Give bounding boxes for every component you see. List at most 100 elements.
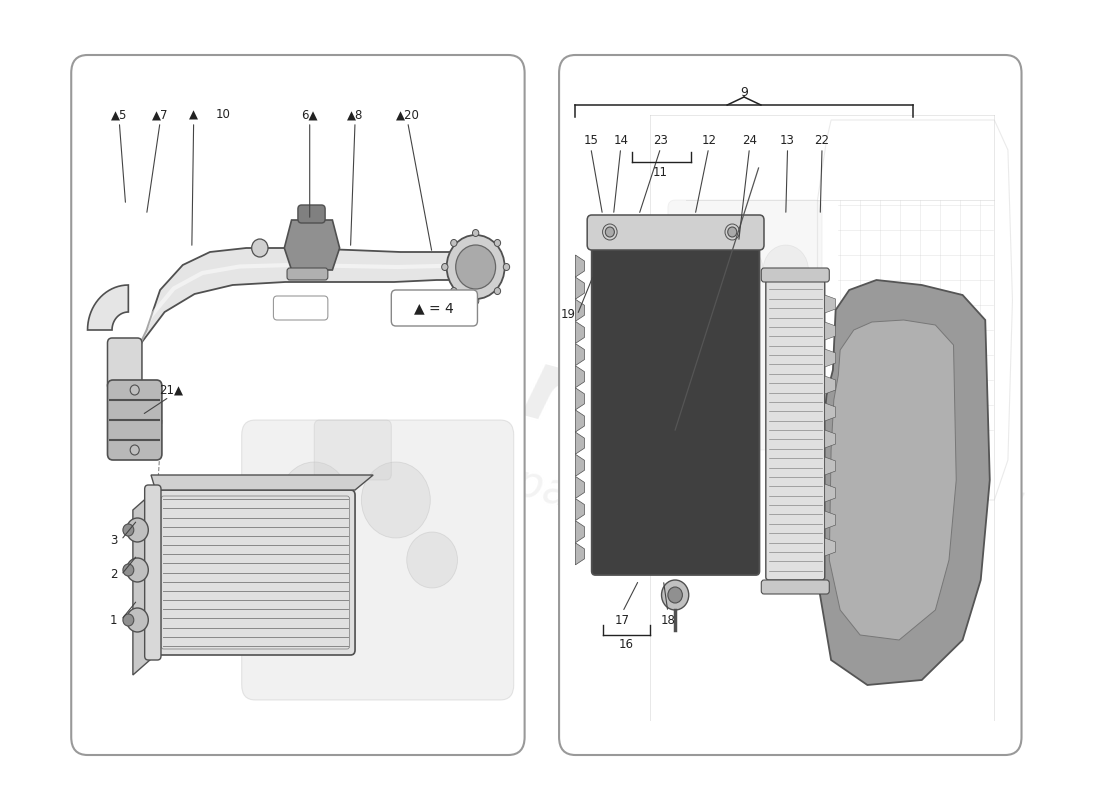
Text: 14: 14 bbox=[613, 134, 628, 146]
Polygon shape bbox=[817, 280, 990, 685]
Circle shape bbox=[473, 230, 478, 237]
FancyBboxPatch shape bbox=[766, 280, 825, 580]
Text: 16: 16 bbox=[618, 638, 634, 651]
Text: 2: 2 bbox=[110, 569, 118, 582]
Text: a passion for parts since 1985: a passion for parts since 1985 bbox=[220, 382, 880, 598]
FancyBboxPatch shape bbox=[668, 200, 822, 450]
Text: 22: 22 bbox=[814, 134, 829, 146]
Polygon shape bbox=[284, 220, 340, 270]
FancyBboxPatch shape bbox=[108, 380, 162, 460]
Circle shape bbox=[362, 462, 430, 538]
Polygon shape bbox=[575, 410, 584, 432]
Circle shape bbox=[126, 518, 148, 542]
Text: 6▲: 6▲ bbox=[301, 109, 318, 122]
Circle shape bbox=[455, 245, 496, 289]
Circle shape bbox=[126, 608, 148, 632]
Polygon shape bbox=[575, 432, 584, 454]
Circle shape bbox=[447, 235, 505, 299]
Circle shape bbox=[252, 239, 268, 257]
Polygon shape bbox=[133, 490, 155, 675]
Polygon shape bbox=[575, 388, 584, 410]
Polygon shape bbox=[575, 322, 584, 343]
Circle shape bbox=[441, 263, 448, 270]
Text: 21▲: 21▲ bbox=[160, 383, 183, 397]
Text: 24: 24 bbox=[742, 134, 757, 146]
Polygon shape bbox=[825, 349, 836, 367]
Polygon shape bbox=[825, 457, 836, 475]
FancyBboxPatch shape bbox=[287, 268, 328, 280]
Circle shape bbox=[763, 245, 808, 295]
Text: ▲5: ▲5 bbox=[111, 109, 128, 122]
Circle shape bbox=[297, 239, 313, 257]
FancyBboxPatch shape bbox=[72, 55, 525, 755]
Circle shape bbox=[123, 564, 134, 576]
FancyBboxPatch shape bbox=[155, 490, 355, 655]
FancyBboxPatch shape bbox=[587, 215, 764, 250]
Circle shape bbox=[504, 263, 509, 270]
Polygon shape bbox=[825, 322, 836, 340]
Circle shape bbox=[451, 239, 456, 246]
Text: 18: 18 bbox=[660, 614, 675, 626]
Polygon shape bbox=[825, 295, 836, 313]
Circle shape bbox=[130, 445, 140, 455]
Circle shape bbox=[718, 245, 763, 295]
Text: 13: 13 bbox=[780, 134, 795, 146]
Polygon shape bbox=[575, 498, 584, 521]
Text: 23: 23 bbox=[653, 134, 668, 146]
Polygon shape bbox=[575, 521, 584, 542]
Polygon shape bbox=[575, 366, 584, 388]
Text: 15: 15 bbox=[583, 134, 598, 146]
Circle shape bbox=[279, 462, 349, 538]
Text: ▲: ▲ bbox=[189, 109, 198, 122]
Polygon shape bbox=[825, 538, 836, 556]
Polygon shape bbox=[825, 430, 836, 448]
Polygon shape bbox=[151, 475, 373, 490]
Polygon shape bbox=[575, 454, 584, 476]
Text: 17: 17 bbox=[615, 614, 630, 626]
FancyBboxPatch shape bbox=[242, 420, 514, 700]
Circle shape bbox=[451, 287, 456, 294]
FancyBboxPatch shape bbox=[298, 205, 326, 223]
Polygon shape bbox=[575, 299, 584, 322]
Circle shape bbox=[672, 245, 718, 295]
Circle shape bbox=[605, 227, 615, 237]
Polygon shape bbox=[124, 248, 475, 378]
Text: 11: 11 bbox=[653, 166, 668, 178]
Circle shape bbox=[123, 614, 134, 626]
Text: 9: 9 bbox=[740, 86, 748, 98]
FancyBboxPatch shape bbox=[145, 485, 161, 660]
FancyBboxPatch shape bbox=[592, 245, 759, 575]
FancyBboxPatch shape bbox=[274, 296, 328, 320]
FancyBboxPatch shape bbox=[315, 420, 392, 480]
Text: 19: 19 bbox=[561, 309, 575, 322]
Polygon shape bbox=[825, 376, 836, 394]
Text: 12: 12 bbox=[701, 134, 716, 146]
Circle shape bbox=[728, 227, 737, 237]
Circle shape bbox=[130, 385, 140, 395]
Text: ▲7: ▲7 bbox=[152, 109, 168, 122]
Polygon shape bbox=[575, 255, 584, 277]
Text: 3: 3 bbox=[110, 534, 118, 546]
Text: 1: 1 bbox=[110, 614, 118, 626]
Circle shape bbox=[661, 580, 689, 610]
FancyBboxPatch shape bbox=[559, 55, 1022, 755]
Polygon shape bbox=[829, 320, 956, 640]
Polygon shape bbox=[88, 285, 129, 330]
FancyBboxPatch shape bbox=[761, 580, 829, 594]
Text: ▲8: ▲8 bbox=[346, 109, 363, 122]
FancyBboxPatch shape bbox=[108, 338, 142, 390]
FancyBboxPatch shape bbox=[761, 268, 829, 282]
Circle shape bbox=[126, 558, 148, 582]
Polygon shape bbox=[575, 343, 584, 366]
Text: ▲20: ▲20 bbox=[396, 109, 419, 122]
Text: ▲ = 4: ▲ = 4 bbox=[414, 301, 454, 315]
Circle shape bbox=[494, 239, 501, 246]
Circle shape bbox=[494, 287, 501, 294]
Circle shape bbox=[407, 532, 458, 588]
Polygon shape bbox=[825, 511, 836, 529]
Polygon shape bbox=[575, 477, 584, 498]
Circle shape bbox=[473, 298, 478, 305]
Polygon shape bbox=[575, 543, 584, 565]
Polygon shape bbox=[825, 403, 836, 421]
Polygon shape bbox=[575, 277, 584, 299]
